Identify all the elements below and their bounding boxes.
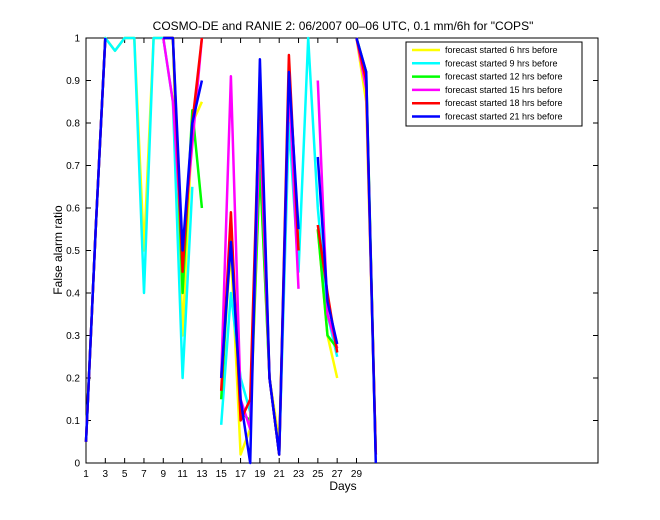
x-tick-label: 19 bbox=[254, 469, 266, 480]
y-axis-title: False alarm ratio bbox=[51, 205, 65, 295]
y-tick-label: 0.1 bbox=[66, 416, 80, 427]
y-tick-label: 0.8 bbox=[66, 119, 80, 130]
y-tick-label: 0 bbox=[74, 459, 80, 470]
x-tick-label: 15 bbox=[216, 469, 228, 480]
y-tick-labels: 0 0.1 0.2 0.3 0.4 0.5 0.6 0.7 0.8 0.9 1 bbox=[66, 34, 80, 470]
x-axis-title: Days bbox=[329, 479, 356, 493]
legend-box bbox=[405, 41, 583, 127]
x-tick-label: 21 bbox=[274, 469, 286, 480]
legend-label-1: forecast started 9 hrs before bbox=[445, 58, 558, 68]
x-tick-label: 27 bbox=[332, 469, 344, 480]
x-tick-label: 17 bbox=[235, 469, 247, 480]
y-tick-label: 0.9 bbox=[66, 76, 80, 87]
series-lines bbox=[84, 36, 378, 465]
legend-label-4: forecast started 18 hrs before bbox=[445, 98, 563, 108]
y-tick-label: 0.5 bbox=[66, 246, 80, 257]
legend-label-5: forecast started 21 hrs before bbox=[445, 112, 563, 122]
legend: forecast started 6 hrs before forecast st… bbox=[405, 41, 583, 127]
x-tick-label: 23 bbox=[293, 469, 305, 480]
x-tick-labels: 1 3 5 7 9 11 13 15 17 19 21 23 25 27 29 bbox=[83, 469, 362, 480]
y-tick-label: 0.3 bbox=[66, 331, 80, 342]
y-tick-label: 1 bbox=[74, 34, 80, 45]
legend-label-3: forecast started 15 hrs before bbox=[445, 85, 563, 95]
x-tick-label: 7 bbox=[141, 469, 147, 480]
chart-title: COSMO-DE and RANIE 2: 06/2007 00–06 UTC,… bbox=[153, 19, 534, 33]
legend-label-2: forecast started 12 hrs before bbox=[445, 72, 563, 82]
x-tick-label: 5 bbox=[122, 469, 128, 480]
y-tick-label: 0.7 bbox=[66, 161, 80, 172]
x-tick-label: 3 bbox=[103, 469, 109, 480]
x-tick-label: 25 bbox=[312, 469, 324, 480]
x-tick-label: 13 bbox=[196, 469, 208, 480]
legend-label-0: forecast started 6 hrs before bbox=[445, 45, 558, 55]
y-tick-label: 0.6 bbox=[66, 204, 80, 215]
y-tick-label: 0.2 bbox=[66, 374, 80, 385]
series-line-5 bbox=[84, 36, 378, 465]
x-tick-label: 1 bbox=[83, 469, 89, 480]
x-tick-label: 9 bbox=[161, 469, 167, 480]
x-tick-label: 29 bbox=[351, 469, 363, 480]
x-tick-label: 11 bbox=[177, 469, 188, 480]
y-tick-label: 0.4 bbox=[66, 289, 80, 300]
